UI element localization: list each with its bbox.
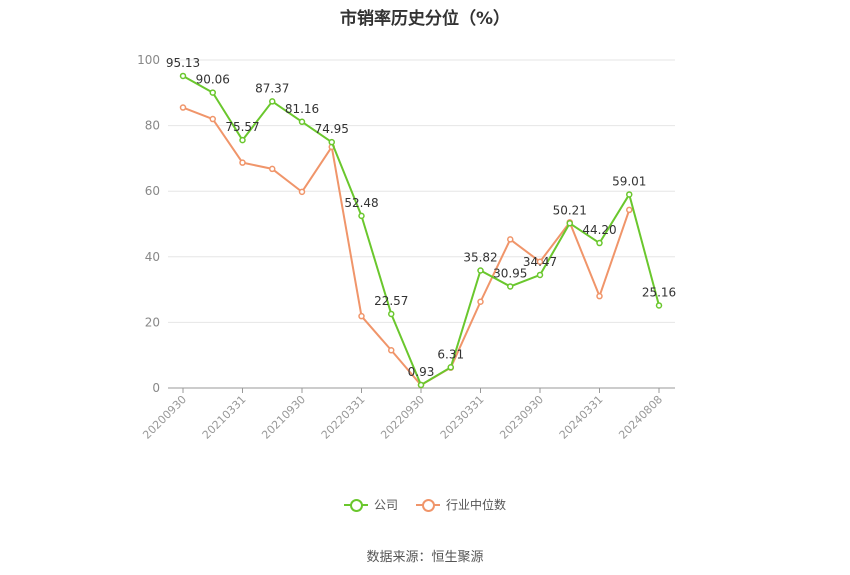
chart-title: 市销率历史分位（%） [339,9,511,29]
data-label: 25.16 [642,285,676,299]
series-point-1 [477,298,484,305]
series-point-0 [209,89,216,96]
y-tick-label: 0 [152,381,160,395]
series-point-0 [507,283,514,290]
series-point-1 [298,188,306,196]
series-point-1 [388,347,395,354]
x-tick-label: 20220930 [378,393,427,442]
series-point-0 [596,239,603,247]
legend-swatch-company [343,498,368,512]
data-label: 52.48 [344,196,378,210]
legend-item-industry-median[interactable]: 行业中位数 [416,496,506,513]
data-label: 6.31 [437,347,464,361]
data-label: 90.06 [196,73,230,87]
y-tick-label: 80 [145,119,160,133]
series-point-0 [536,271,544,279]
data-source: 数据来源：恒生聚源 [366,550,484,565]
y-axis-ticks: 0 20 40 60 80 100 [137,53,160,395]
series-point-1 [596,292,603,300]
series-lines [179,72,663,389]
series-point-1 [269,165,276,173]
legend: 公司 行业中位数 [0,496,850,513]
legend-item-company[interactable]: 公司 [343,496,398,513]
series-point-1 [507,236,514,243]
series-point-0 [388,310,395,318]
series-point-0 [358,212,365,220]
series-point-0 [447,364,454,371]
x-tick-label: 20240331 [557,393,606,442]
series-point-1 [626,206,633,214]
x-tick-label: 20210331 [200,393,249,442]
x-tick-label: 20230331 [438,393,487,442]
series-point-1 [536,258,544,265]
series-point-0 [566,220,573,227]
series-point-0 [417,381,425,389]
data-label: 22.57 [374,294,408,308]
series-point-0 [626,191,633,198]
series-point-0 [477,267,484,274]
y-tick-label: 40 [145,250,160,264]
grid-lines [168,59,675,323]
data-label: 35.82 [463,251,497,265]
x-tick-label: 20240808 [616,393,665,442]
series-point-1 [358,312,365,320]
y-tick-label: 60 [145,184,160,198]
x-tick-label: 20210930 [259,393,308,442]
series-point-1 [239,159,246,166]
data-label: 87.37 [255,81,289,95]
data-label: 81.16 [285,102,319,116]
legend-label-company: 公司 [373,498,398,512]
data-label: 74.95 [315,122,349,136]
legend-swatch-industry-median [416,498,440,512]
data-label: 34.47 [523,255,557,269]
data-label: 44.20 [582,223,616,237]
series-point-0 [328,138,335,146]
data-label: 50.21 [553,203,587,217]
series-point-0 [179,72,187,80]
series-point-1 [179,104,187,111]
y-tick-label: 100 [137,53,160,67]
data-label: 30.95 [493,266,527,280]
legend-label-industry-median: 行业中位数 [446,498,507,512]
series-point-0 [239,136,246,144]
data-label: 0.93 [408,365,435,379]
series-point-0 [655,302,663,309]
data-label: 75.57 [225,120,259,134]
series-point-1 [209,115,216,123]
series-point-0 [269,98,276,105]
data-labels: 95.13 90.06 75.57 87.37 81.16 74.95 52.48 22.57… [166,56,676,379]
data-label: 95.13 [166,56,200,70]
x-tick-label: 20200930 [140,393,189,442]
data-label: 59.01 [612,174,646,188]
series-line-1 [182,106,631,387]
x-tick-label: 20220331 [319,393,368,442]
series-point-0 [298,118,306,126]
y-tick-label: 20 [145,315,160,329]
x-axis: 20200930 20210331 20210930 20220331 20220930… [140,387,675,442]
x-tick-label: 20230930 [497,393,546,442]
